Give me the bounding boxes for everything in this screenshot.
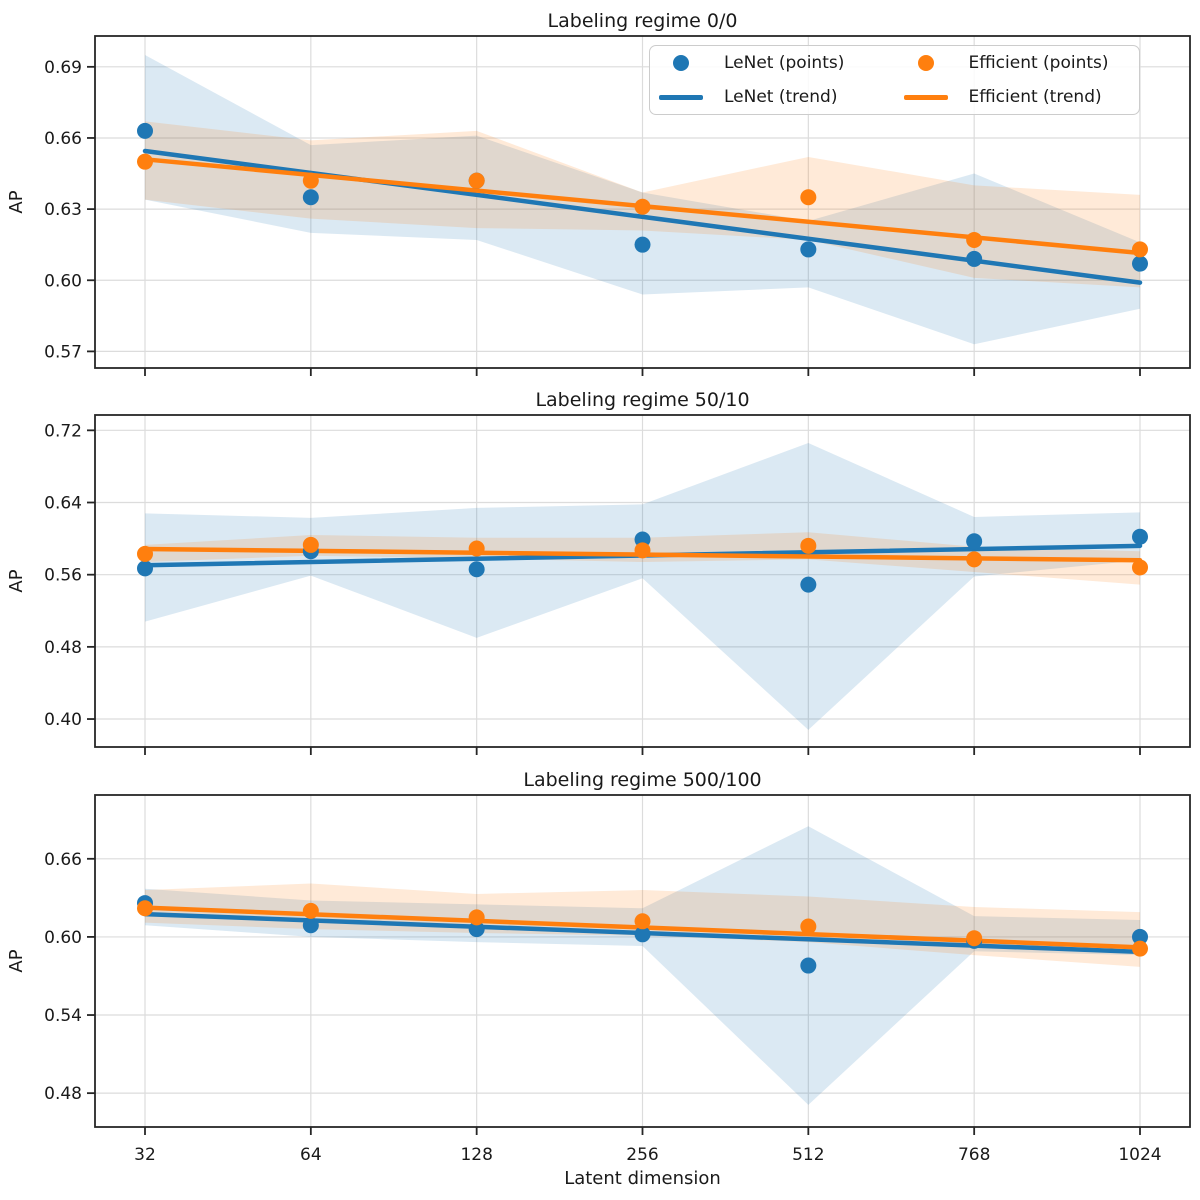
data-point-efficient-points-	[800, 918, 817, 935]
x-tick-label: 64	[300, 1145, 322, 1165]
data-point-efficient-points-	[634, 913, 651, 930]
data-point-lenet-points-	[634, 926, 651, 943]
data-point-efficient-points-	[302, 536, 319, 553]
y-tick-label: 0.66	[44, 129, 82, 149]
data-point-efficient-points-	[634, 542, 651, 559]
data-point-lenet-points-	[800, 576, 817, 593]
panel-title-regime-500-100: Labeling regime 500/100	[523, 769, 762, 791]
data-point-lenet-points-	[966, 533, 983, 550]
legend-entry-efficient-trend: Efficient (trend)	[895, 80, 1140, 114]
y-tick-label: 0.63	[44, 200, 82, 220]
data-point-efficient-points-	[468, 172, 485, 189]
data-point-lenet-points-	[634, 236, 651, 253]
efficient-band-	[145, 532, 1140, 585]
data-point-lenet-points-	[468, 921, 485, 938]
data-point-efficient-points-	[634, 198, 651, 215]
data-point-efficient-points-	[966, 231, 983, 248]
data-point-efficient-points-	[1132, 241, 1148, 258]
x-tick-label: 32	[134, 1145, 156, 1165]
lenet-band-	[145, 442, 1140, 730]
y-tick-label: 0.56	[44, 566, 82, 586]
legend-label: Efficient (points)	[968, 53, 1109, 73]
y-tick-label: 0.48	[44, 638, 82, 658]
data-point-lenet-points-	[1132, 528, 1148, 545]
y-tick-label: 0.60	[44, 928, 82, 948]
data-point-efficient-points-	[1132, 940, 1148, 957]
y-axis-label: AP	[6, 949, 27, 972]
data-point-lenet-points-	[1132, 255, 1148, 272]
data-point-efficient-points-	[800, 537, 817, 554]
panel-title-regime-0-0: Labeling regime 0/0	[547, 10, 738, 32]
x-tick-label: 256	[626, 1145, 658, 1165]
data-point-efficient-points-	[137, 545, 153, 562]
y-tick-label: 0.54	[44, 1006, 82, 1026]
legend-entry-efficient-points: Efficient (points)	[895, 46, 1140, 80]
data-point-efficient-points-	[302, 902, 319, 919]
data-point-lenet-points-	[468, 561, 485, 578]
data-point-lenet-points-	[966, 250, 983, 267]
y-tick-label: 0.40	[44, 710, 82, 730]
data-point-lenet-points-	[302, 189, 319, 206]
data-point-efficient-points-	[966, 930, 983, 947]
data-point-lenet-points-	[1132, 928, 1148, 945]
legend-entry-lenet-points: LeNet (points)	[650, 46, 895, 80]
data-point-efficient-points-	[137, 900, 153, 917]
data-point-efficient-points-	[468, 909, 485, 926]
y-tick-label: 0.69	[44, 58, 82, 78]
data-point-lenet-points-	[137, 122, 153, 139]
y-tick-label: 0.60	[44, 271, 82, 291]
data-point-efficient-points-	[302, 172, 319, 189]
data-point-lenet-points-	[302, 917, 319, 934]
y-tick-label: 0.64	[44, 494, 82, 514]
x-tick-label: 128	[460, 1145, 492, 1165]
data-point-efficient-points-	[1132, 559, 1148, 576]
y-tick-label: 0.48	[44, 1084, 82, 1104]
panel-2: 0.48 0.54 0.60 0.66 AP	[6, 794, 1191, 1135]
lenet-trend-marker-icon	[659, 94, 703, 100]
x-axis-label: Latent dimension	[564, 1168, 721, 1189]
legend-label: LeNet (points)	[724, 53, 845, 73]
x-tick-label: 512	[792, 1145, 824, 1165]
data-point-lenet-points-	[800, 957, 817, 974]
data-point-efficient-points-	[800, 189, 817, 206]
legend-label: Efficient (trend)	[968, 87, 1102, 107]
data-point-lenet-points-	[800, 241, 817, 258]
legend: LeNet (points) LeNet (trend) Efficient (…	[649, 45, 1140, 115]
efficient-trend-marker-icon	[903, 94, 948, 100]
x-tick-label: 1024	[1118, 1145, 1161, 1165]
lenet-band-	[145, 826, 1140, 1105]
panel-0: 0.57 0.60 0.63 0.66 0.69 AP	[6, 35, 1191, 376]
data-point-lenet-points-	[137, 560, 153, 577]
y-axis-label: AP	[6, 569, 27, 592]
x-tick-label: 768	[958, 1145, 990, 1165]
lenet-points-marker-icon	[673, 55, 689, 71]
data-point-efficient-points-	[137, 153, 153, 170]
legend-entry-lenet-trend: LeNet (trend)	[650, 80, 895, 114]
efficient-points-marker-icon	[917, 55, 934, 71]
y-tick-label: 0.66	[44, 850, 82, 870]
panel-1: 0.40 0.48 0.56 0.64 0.72 AP	[6, 414, 1191, 755]
panel-title-regime-50-10: Labeling regime 50/10	[535, 389, 750, 411]
legend-label: LeNet (trend)	[724, 87, 838, 107]
y-tick-label: 0.72	[44, 421, 82, 441]
data-point-efficient-points-	[966, 551, 983, 568]
data-point-efficient-points-	[468, 540, 485, 557]
y-axis-label: AP	[6, 190, 27, 213]
y-tick-label: 0.57	[44, 342, 82, 362]
